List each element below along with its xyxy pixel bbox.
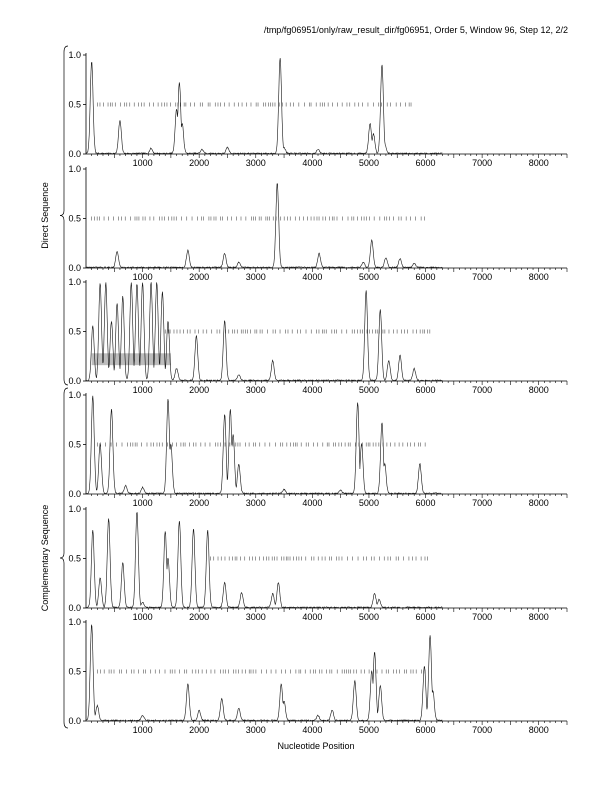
x-tick-label: 8000 bbox=[529, 612, 549, 622]
x-tick-label: 1000 bbox=[133, 498, 153, 508]
y-tick-label: 0.0 bbox=[68, 716, 81, 726]
complementary-sequence-label: Complementary Sequence bbox=[40, 505, 50, 612]
x-tick-label: 3000 bbox=[246, 498, 266, 508]
x-tick-label: 7000 bbox=[472, 272, 492, 282]
x-tick-label: 4000 bbox=[302, 158, 322, 168]
y-tick-label: 0.0 bbox=[68, 603, 81, 613]
y-tick-label: 1.0 bbox=[68, 504, 81, 514]
x-tick-label: 5000 bbox=[359, 498, 379, 508]
x-tick-label: 2000 bbox=[189, 272, 209, 282]
x-tick-label: 1000 bbox=[133, 385, 153, 395]
x-tick-label: 5000 bbox=[359, 725, 379, 735]
x-tick-label: 7000 bbox=[472, 385, 492, 395]
x-tick-label: 4000 bbox=[302, 612, 322, 622]
x-tick-label: 5000 bbox=[359, 158, 379, 168]
profile-panel: 0.0 0.5 1.0 1000 2000 3000 4000 5000 6000 7000 800… bbox=[68, 504, 568, 622]
x-tick-label: 6000 bbox=[416, 158, 436, 168]
x-tick-label: 6000 bbox=[416, 385, 436, 395]
x-tick-label: 4000 bbox=[302, 272, 322, 282]
x-tick-label: 2000 bbox=[189, 158, 209, 168]
x-tick-label: 3000 bbox=[246, 385, 266, 395]
panels-layer: 0.0 0.5 1.0 1000 2000 3000 4000 5000 6000 7000 800… bbox=[68, 50, 568, 735]
y-tick-label: 0.5 bbox=[68, 667, 81, 677]
x-tick-label: 6000 bbox=[416, 498, 436, 508]
y-tick-label: 0.0 bbox=[68, 149, 81, 159]
x-tick-label: 3000 bbox=[246, 158, 266, 168]
profile-line bbox=[85, 395, 443, 495]
x-tick-label: 1000 bbox=[133, 158, 153, 168]
x-tick-label: 2000 bbox=[189, 385, 209, 395]
y-tick-label: 0.0 bbox=[68, 263, 81, 273]
x-tick-label: 3000 bbox=[246, 725, 266, 735]
profile-line bbox=[85, 58, 443, 155]
x-tick-label: 5000 bbox=[359, 612, 379, 622]
x-tick-label: 6000 bbox=[416, 272, 436, 282]
y-tick-label: 0.5 bbox=[68, 214, 81, 224]
y-tick-label: 0.5 bbox=[68, 327, 81, 337]
profile-line bbox=[85, 183, 443, 269]
x-tick-label: 4000 bbox=[302, 385, 322, 395]
x-tick-label: 8000 bbox=[529, 385, 549, 395]
x-tick-label: 5000 bbox=[359, 272, 379, 282]
y-tick-label: 0.5 bbox=[68, 100, 81, 110]
x-tick-label: 6000 bbox=[416, 612, 436, 622]
profile-panel: 0.0 0.5 1.0 1000 2000 3000 4000 5000 6000 7000 800… bbox=[68, 277, 568, 395]
x-tick-label: 3000 bbox=[246, 272, 266, 282]
x-tick-label: 2000 bbox=[189, 612, 209, 622]
profile-panel: 0.0 0.5 1.0 1000 2000 3000 4000 5000 6000 7000 800… bbox=[68, 50, 568, 168]
highlight-region bbox=[91, 353, 171, 366]
x-tick-label: 6000 bbox=[416, 725, 436, 735]
x-tick-label: 8000 bbox=[529, 498, 549, 508]
profile-line bbox=[85, 512, 443, 609]
x-tick-label: 5000 bbox=[359, 385, 379, 395]
x-tick-label: 7000 bbox=[472, 725, 492, 735]
x-tick-label: 8000 bbox=[529, 725, 549, 735]
x-tick-label: 4000 bbox=[302, 725, 322, 735]
profile-panel: 0.0 0.5 1.0 1000 2000 3000 4000 5000 6000 7000 800… bbox=[68, 164, 568, 282]
x-axis-label: Nucleotide Position bbox=[277, 741, 355, 751]
direct-sequence-label: Direct Sequence bbox=[40, 182, 50, 249]
profile-panel: 0.0 0.5 1.0 1000 2000 3000 4000 5000 6000 7000 800… bbox=[68, 617, 568, 735]
y-tick-label: 1.0 bbox=[68, 390, 81, 400]
direct-sequence-brace bbox=[59, 45, 69, 386]
y-tick-label: 1.0 bbox=[68, 617, 81, 627]
y-tick-label: 1.0 bbox=[68, 164, 81, 174]
x-tick-label: 7000 bbox=[472, 158, 492, 168]
x-tick-label: 7000 bbox=[472, 498, 492, 508]
y-tick-label: 0.5 bbox=[68, 440, 81, 450]
y-tick-label: 1.0 bbox=[68, 50, 81, 60]
profile-panel: 0.0 0.5 1.0 1000 2000 3000 4000 5000 6000 7000 800… bbox=[68, 390, 568, 508]
x-tick-label: 7000 bbox=[472, 612, 492, 622]
y-tick-label: 1.0 bbox=[68, 277, 81, 287]
group-braces: Direct Sequence Complementary Sequence bbox=[40, 45, 69, 729]
x-tick-label: 1000 bbox=[133, 272, 153, 282]
x-tick-label: 2000 bbox=[189, 498, 209, 508]
y-tick-label: 0.0 bbox=[68, 489, 81, 499]
x-tick-label: 8000 bbox=[529, 158, 549, 168]
y-tick-label: 0.0 bbox=[68, 376, 81, 386]
run-header: /tmp/fg06951/only/raw_result_dir/fg06951… bbox=[263, 25, 568, 35]
x-tick-label: 3000 bbox=[246, 612, 266, 622]
y-tick-label: 0.5 bbox=[68, 554, 81, 564]
profile-line bbox=[85, 624, 443, 722]
x-tick-label: 2000 bbox=[189, 725, 209, 735]
x-tick-label: 4000 bbox=[302, 498, 322, 508]
x-tick-label: 1000 bbox=[133, 725, 153, 735]
complementary-sequence-brace bbox=[59, 387, 69, 729]
profile-line bbox=[85, 282, 443, 382]
x-tick-label: 8000 bbox=[529, 272, 549, 282]
x-tick-label: 1000 bbox=[133, 612, 153, 622]
